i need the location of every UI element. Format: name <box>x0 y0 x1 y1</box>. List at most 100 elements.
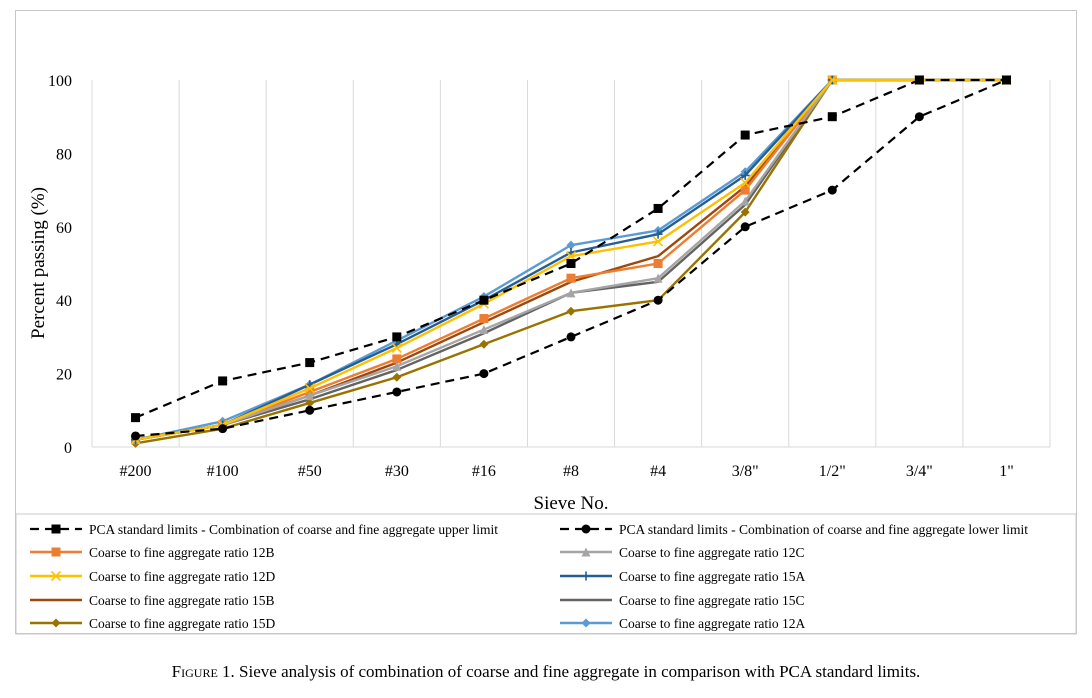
legend-label: Coarse to fine aggregate ratio 15B <box>89 593 275 608</box>
figure-caption: Figure 1. Sieve analysis of combination … <box>0 662 1092 682</box>
data-point <box>653 229 663 239</box>
x-tick-label: #200 <box>120 463 152 480</box>
legend-label: PCA standard limits - Combination of coa… <box>89 522 498 537</box>
y-tick-label: 0 <box>64 440 72 457</box>
data-point <box>827 74 838 86</box>
legend-item: Coarse to fine aggregate ratio 15C <box>560 593 805 608</box>
data-point <box>914 112 924 122</box>
data-point <box>740 170 750 180</box>
series-line <box>135 78 1007 419</box>
data-point <box>566 332 576 342</box>
data-point <box>304 383 315 394</box>
data-point <box>653 236 664 247</box>
series-2 <box>131 75 1011 441</box>
data-point <box>51 618 61 628</box>
data-point <box>218 424 228 434</box>
data-point <box>479 295 489 305</box>
data-point <box>581 524 591 534</box>
legend-item: Coarse to fine aggregate ratio 12A <box>560 616 806 631</box>
data-point <box>653 273 663 283</box>
x-tick-label: 1/2" <box>819 463 846 480</box>
x-tick-label: #50 <box>298 463 322 480</box>
data-point <box>740 177 751 188</box>
caption-text: Sieve analysis of combination of coarse … <box>234 662 921 681</box>
data-point <box>50 570 62 582</box>
data-point <box>581 571 591 581</box>
data-point <box>827 112 837 122</box>
legend-label: Coarse to fine aggregate ratio 12C <box>619 545 805 560</box>
legend-label: Coarse to fine aggregate ratio 12D <box>89 569 276 584</box>
data-point <box>740 185 750 195</box>
y-tick-label: 100 <box>48 73 72 90</box>
tick-labels: 0 20 40 60 80 100 #200 #100 #50 #30 #16 #8 #4 3/8" 1/2… <box>48 73 1014 480</box>
legend-box <box>15 513 1077 635</box>
y-tick-label: 60 <box>56 220 72 237</box>
data-point <box>479 339 489 349</box>
data-point <box>392 361 402 371</box>
data-point <box>51 547 61 557</box>
x-tick-label: #4 <box>650 463 666 480</box>
data-point <box>392 332 402 342</box>
y-tick-label: 40 <box>56 293 72 310</box>
legend-label: Coarse to fine aggregate ratio 15C <box>619 593 805 608</box>
data-point <box>740 207 750 217</box>
x-tick-label: 1" <box>999 463 1014 480</box>
legend-item: Coarse to fine aggregate ratio 12B <box>30 545 275 560</box>
x-tick-label: 3/8" <box>732 463 759 480</box>
data-point <box>740 130 750 140</box>
x-tick-label: #8 <box>563 463 579 480</box>
y-tick-label: 80 <box>56 146 72 163</box>
data-point <box>305 405 315 415</box>
legend-label: Coarse to fine aggregate ratio 12A <box>619 616 806 631</box>
data-point <box>479 369 489 379</box>
data-point <box>653 203 663 213</box>
data-point <box>392 372 402 382</box>
caption-label: Figure 1. <box>171 662 235 681</box>
legend-label: PCA standard limits - Combination of coa… <box>619 522 1028 537</box>
data-point <box>1001 75 1011 85</box>
data-point <box>131 431 141 441</box>
data-point <box>566 259 576 268</box>
data-point <box>566 306 576 316</box>
x-tick-label: 3/4" <box>906 463 933 480</box>
legend-item: Coarse to fine aggregate ratio 15D <box>30 616 276 631</box>
x-tick-label: #30 <box>385 463 409 480</box>
legend: PCA standard limits - Combination of coa… <box>15 513 1077 635</box>
x-tick-label: #16 <box>472 463 496 480</box>
data-point <box>581 547 591 557</box>
data-point <box>827 185 837 195</box>
data-point <box>566 288 576 298</box>
sieve-analysis-chart: Percent passing (%) Sieve No. 0 20 40 60 80 1… <box>15 73 1077 635</box>
data-point <box>305 391 315 401</box>
data-point <box>653 259 663 268</box>
data-point <box>391 342 402 353</box>
data-point <box>566 240 576 250</box>
data-point <box>914 75 924 85</box>
data-point <box>305 398 315 408</box>
x-tick-label: #100 <box>207 463 239 480</box>
data-point <box>479 325 489 335</box>
legend-item: Coarse to fine aggregate ratio 15A <box>560 569 806 584</box>
x-axis-title: Sieve No. <box>534 493 609 514</box>
data-point <box>218 376 228 386</box>
legend-label: Coarse to fine aggregate ratio 12B <box>89 545 275 560</box>
legend-item: PCA standard limits - Combination of coa… <box>30 522 498 537</box>
y-tick-label: 20 <box>56 367 72 384</box>
series-lines <box>130 74 1012 448</box>
legend-item: PCA standard limits - Combination of coa… <box>560 522 1028 537</box>
data-point <box>581 618 591 628</box>
legend-item: Coarse to fine aggregate ratio 12D <box>30 569 276 584</box>
legend-item: Coarse to fine aggregate ratio 12C <box>560 545 805 560</box>
data-point <box>51 524 61 534</box>
y-axis-title: Percent passing (%) <box>28 187 49 339</box>
data-point <box>653 295 663 305</box>
data-point <box>305 358 315 368</box>
legend-label: Coarse to fine aggregate ratio 15D <box>89 616 276 631</box>
legend-item: Coarse to fine aggregate ratio 15B <box>30 593 275 608</box>
data-point <box>740 196 750 206</box>
data-point <box>566 273 576 283</box>
figure-frame <box>15 10 1077 634</box>
data-point <box>131 413 141 423</box>
data-point <box>392 387 402 397</box>
data-point <box>479 314 489 324</box>
